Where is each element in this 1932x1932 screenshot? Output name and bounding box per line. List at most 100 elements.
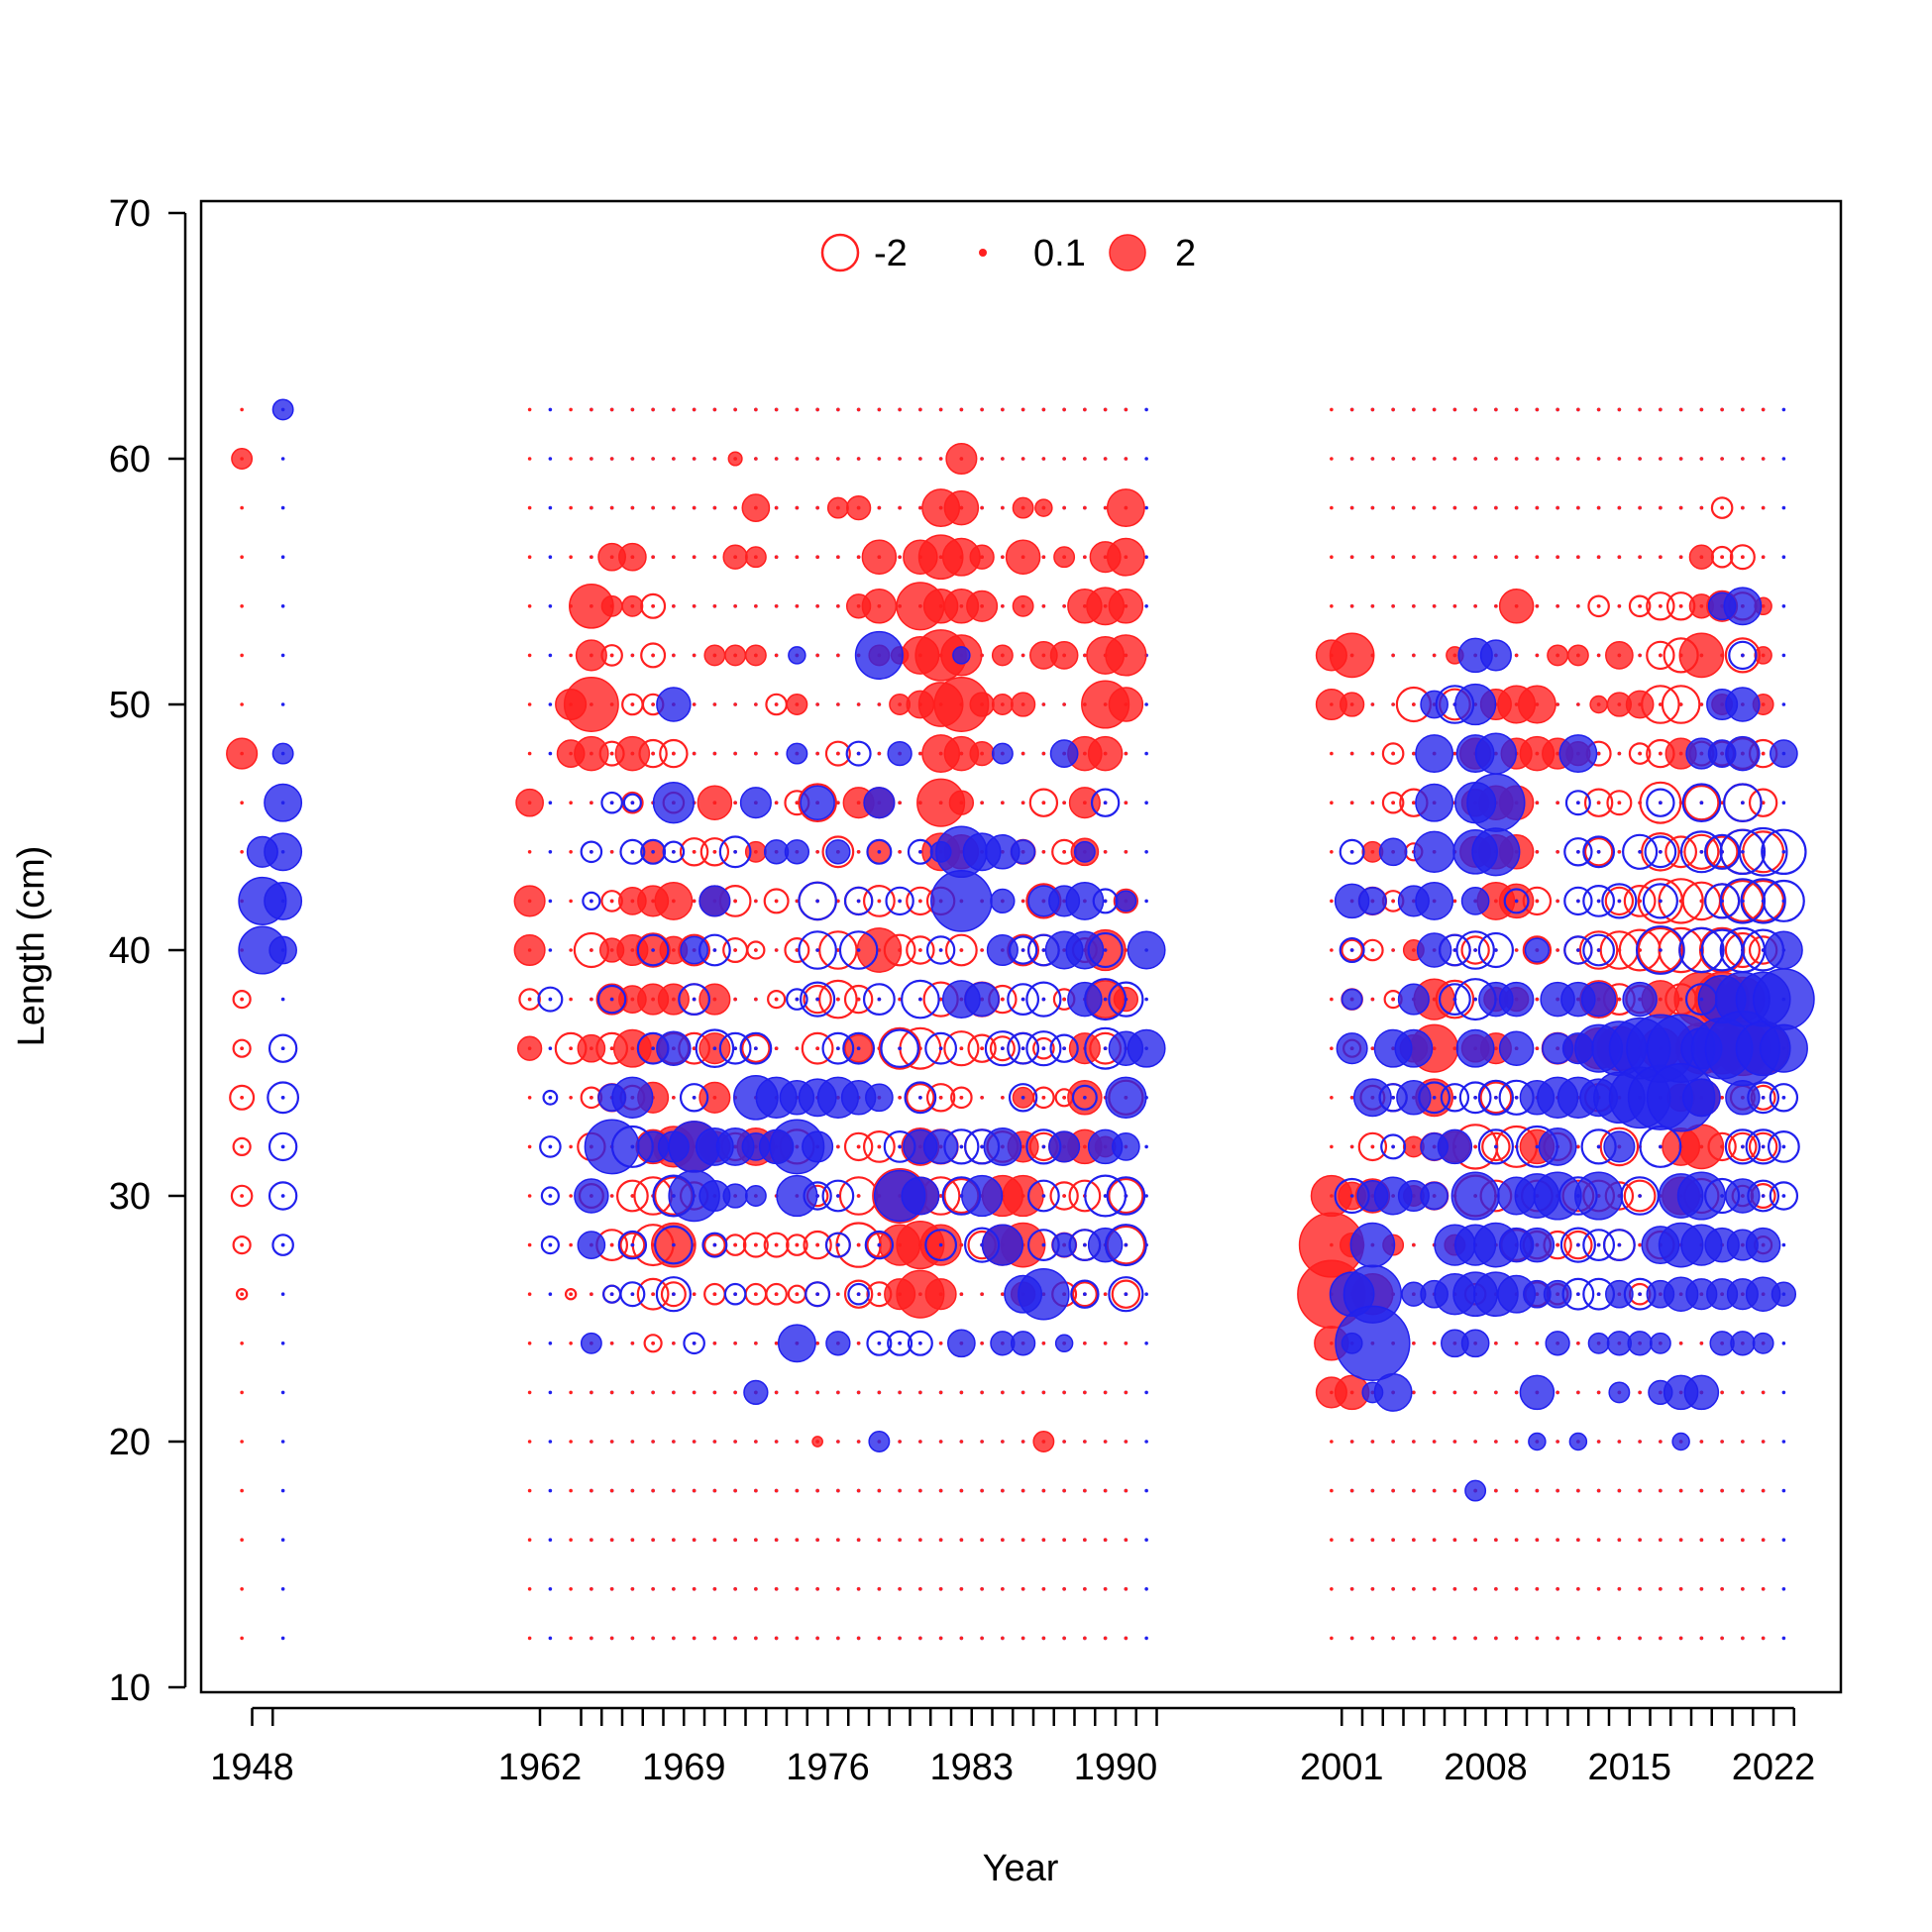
y-axis: 10 20 30 40 50 60 70 — [109, 193, 187, 1709]
zero-residual-point — [672, 1636, 676, 1641]
residual-point-negative — [1458, 1081, 1492, 1115]
residual-point-center — [795, 948, 800, 952]
residual-point-negative — [1007, 983, 1040, 1016]
residual-point-negative — [1582, 835, 1616, 869]
residual-point-center — [1556, 1242, 1559, 1247]
residual-point-negative — [805, 1281, 831, 1308]
zero-residual-point — [1781, 1636, 1786, 1641]
residual-point-positive — [776, 1174, 818, 1218]
residual-point-center — [1494, 948, 1498, 952]
residual-point-center — [1596, 948, 1601, 952]
residual-point-negative — [232, 1136, 252, 1157]
residual-point-center — [856, 1242, 861, 1247]
zero-residual-point — [240, 1440, 244, 1444]
residual-point-positive — [887, 740, 912, 767]
zero-residual-point — [836, 1144, 840, 1149]
zero-residual-point — [1638, 1242, 1642, 1247]
zero-residual-point — [1412, 1488, 1416, 1493]
residual-point-negative — [1357, 1131, 1388, 1162]
residual-point-center — [774, 1292, 779, 1296]
residual-point-center — [1596, 604, 1601, 608]
residual-point-negative — [1646, 640, 1675, 671]
residual-point-center — [240, 1194, 244, 1198]
zero-residual-point — [1617, 1587, 1622, 1591]
zero-residual-point — [651, 1636, 655, 1641]
zero-residual-point — [527, 1242, 532, 1247]
residual-point-center — [815, 948, 819, 952]
residual-point-positive — [1373, 1372, 1413, 1412]
residual-point-center — [712, 1292, 717, 1296]
residual-point-center — [1596, 1292, 1601, 1296]
residual-point-negative — [540, 1186, 560, 1206]
zero-residual-point — [1556, 1538, 1559, 1542]
residual-point-negative — [906, 1083, 935, 1113]
zero-residual-point — [692, 604, 697, 608]
zero-residual-point — [754, 457, 758, 461]
zero-residual-point — [548, 653, 553, 658]
zero-residual-point — [1144, 555, 1148, 559]
residual-point-negative — [1748, 1131, 1778, 1162]
residual-point-negative — [1582, 1229, 1616, 1261]
residual-point-center — [569, 1292, 573, 1296]
zero-residual-point — [795, 604, 800, 608]
residual-point-positive — [1545, 1331, 1570, 1356]
zero-residual-point — [1083, 1587, 1087, 1591]
zero-residual-point — [1781, 1538, 1786, 1542]
residual-point-negative — [798, 930, 837, 970]
residual-point-negative — [1705, 835, 1739, 869]
zero-residual-point — [836, 1440, 840, 1444]
residual-point-center — [1720, 1144, 1724, 1149]
residual-point-negative — [1661, 685, 1701, 724]
residual-point-positive — [1010, 839, 1036, 865]
residual-point-center — [918, 997, 922, 1002]
zero-residual-point — [1330, 997, 1334, 1002]
residual-point-negative — [1559, 1227, 1596, 1263]
zero-residual-point — [980, 1636, 984, 1641]
residual-point-center — [856, 751, 861, 756]
zero-residual-point — [569, 948, 573, 952]
residual-point-negative — [1583, 788, 1614, 817]
zero-residual-point — [569, 1342, 573, 1345]
residual-point-center — [630, 702, 635, 706]
residual-point-negative — [542, 1089, 559, 1106]
zero-residual-point — [569, 997, 573, 1002]
zero-residual-point — [1535, 1538, 1540, 1542]
zero-residual-point — [1556, 1587, 1559, 1591]
residual-point-positive — [1474, 732, 1518, 775]
zero-residual-point — [1432, 1538, 1437, 1542]
residual-point-negative — [1623, 1179, 1657, 1213]
zero-residual-point — [733, 1587, 737, 1591]
residual-point-negative — [636, 933, 670, 967]
zero-residual-point — [1556, 702, 1559, 706]
zero-residual-point — [1041, 850, 1046, 854]
residual-point-negative — [232, 989, 252, 1010]
residual-point-positive — [943, 489, 980, 526]
residual-point-positive — [1048, 1130, 1081, 1163]
zero-residual-point — [240, 653, 244, 658]
residual-point-center — [1083, 1242, 1087, 1247]
zero-residual-point — [672, 1390, 676, 1395]
residual-point-negative — [1479, 1081, 1513, 1115]
zero-residual-point — [1001, 1440, 1005, 1444]
residual-point-center — [877, 1144, 882, 1149]
residual-point-negative — [695, 1028, 735, 1069]
zero-residual-point — [774, 1046, 779, 1050]
zero-residual-point — [1761, 1488, 1766, 1493]
y-tick-label: 10 — [109, 1667, 151, 1709]
zero-residual-point — [898, 1096, 902, 1100]
residual-point-negative — [699, 837, 730, 867]
residual-point-center — [1638, 604, 1642, 608]
residual-point-negative — [678, 933, 711, 967]
zero-residual-point — [836, 899, 840, 904]
zero-residual-point — [898, 997, 902, 1002]
residual-point-center — [609, 751, 614, 756]
zero-residual-point — [1699, 702, 1704, 706]
residual-point-negative — [1599, 1127, 1640, 1167]
residual-point-center — [1741, 801, 1745, 805]
residual-point-negative — [1339, 936, 1365, 963]
zero-residual-point — [898, 555, 902, 559]
zero-residual-point — [590, 1636, 593, 1641]
zero-residual-point — [712, 457, 717, 461]
zero-residual-point — [1412, 1636, 1416, 1641]
